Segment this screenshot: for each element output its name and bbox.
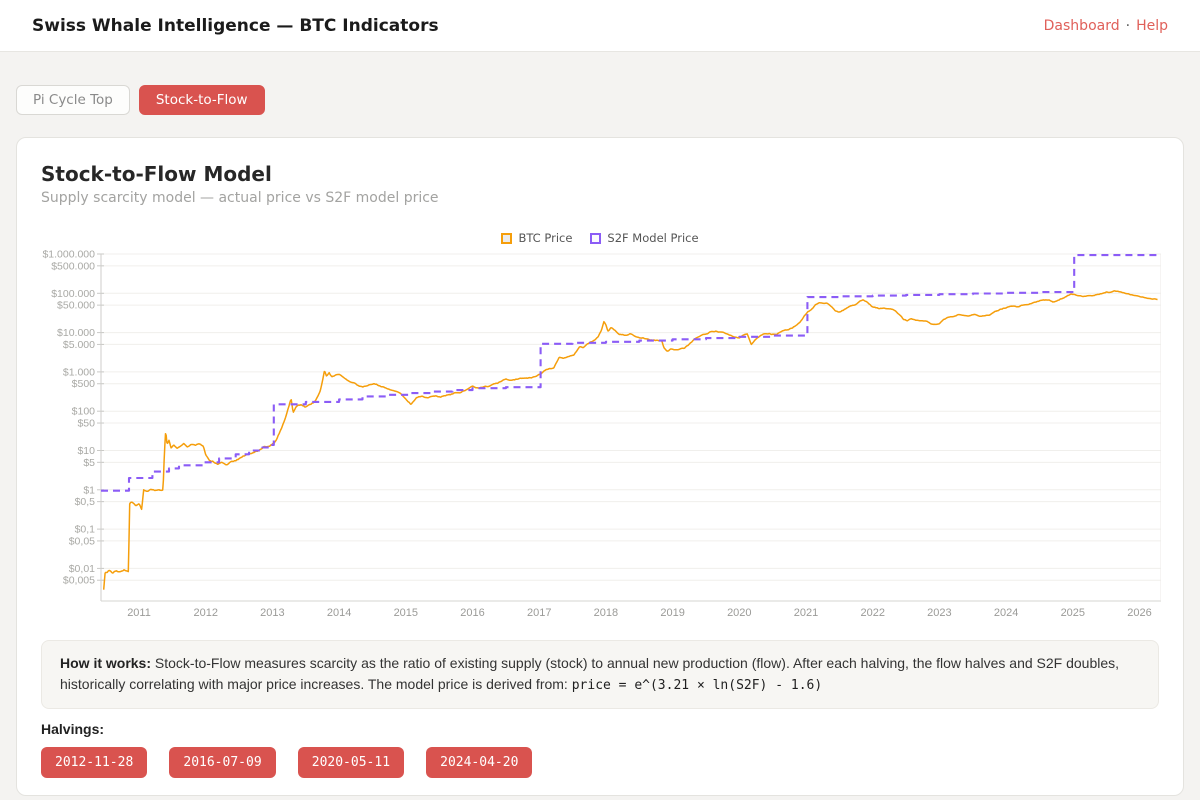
y-tick-label: $1.000 bbox=[63, 366, 95, 378]
x-tick-label: 2020 bbox=[727, 607, 751, 619]
halvings-label: Halvings: bbox=[41, 721, 105, 737]
y-tick-label: $100 bbox=[72, 406, 96, 418]
y-tick-label: $1.000.000 bbox=[42, 249, 95, 261]
y-tick-label: $10.000 bbox=[57, 327, 95, 339]
halving-badge-2016[interactable]: 2016-07-09 bbox=[169, 747, 276, 778]
y-tick-label: $0,005 bbox=[63, 575, 95, 587]
chart-canvas: $1.000.000$500.000 $100.000$50.000 $10.000… bbox=[42, 249, 1161, 619]
nav-separator: · bbox=[1125, 17, 1131, 34]
stock-to-flow-card: Stock-to-Flow Model Supply scarcity mode… bbox=[16, 137, 1184, 796]
y-tick-label: $10 bbox=[77, 445, 95, 457]
x-tick-label: 2018 bbox=[594, 607, 618, 619]
y-tick-label: $50 bbox=[77, 418, 95, 430]
y-tick-label: $50.000 bbox=[57, 300, 95, 312]
x-tick-label: 2019 bbox=[660, 607, 684, 619]
halving-badge-2020[interactable]: 2020-05-11 bbox=[297, 747, 405, 778]
legend-label-btc-price: BTC Price bbox=[518, 231, 573, 245]
legend-item-s2f-model-price[interactable]: S2F Model Price bbox=[590, 231, 699, 245]
x-tick-label: 2025 bbox=[1061, 607, 1085, 619]
y-tick-label: $5.000 bbox=[63, 339, 95, 351]
y-tick-label: $0,5 bbox=[75, 496, 96, 508]
x-tick-label: 2017 bbox=[527, 607, 551, 619]
chart-title: Stock-to-Flow Model bbox=[41, 162, 272, 186]
x-tick-label: 2024 bbox=[994, 607, 1018, 619]
legend-label-s2f-model-price: S2F Model Price bbox=[607, 231, 699, 245]
x-tick-label: 2014 bbox=[327, 607, 351, 619]
x-tick-label: 2012 bbox=[193, 607, 217, 619]
nav-link-dashboard[interactable]: Dashboard bbox=[1043, 17, 1120, 34]
legend-item-btc-price[interactable]: BTC Price bbox=[501, 231, 572, 245]
s2f-model-line bbox=[101, 254, 1160, 492]
x-tick-label: 2022 bbox=[860, 607, 884, 619]
x-tick-label: 2011 bbox=[127, 607, 151, 619]
s2f-chart: BTC Price S2F Model Price $1.000.000 $500… bbox=[41, 228, 1161, 624]
top-nav: Dashboard · Help bbox=[1044, 18, 1168, 34]
y-tick-label: $0,1 bbox=[75, 524, 96, 536]
y-tick-label: $0,01 bbox=[69, 563, 95, 575]
x-tick-label: 2026 bbox=[1127, 607, 1151, 619]
top-bar: Swiss Whale Intelligence — BTC Indicator… bbox=[0, 0, 1200, 52]
y-tick-label: $0,05 bbox=[69, 535, 95, 547]
how-it-works-body: Stock-to-Flow measures scarcity as the r… bbox=[60, 655, 1120, 692]
chart-legend: BTC Price S2F Model Price bbox=[41, 230, 1159, 246]
nav-link-help[interactable]: Help bbox=[1136, 17, 1168, 34]
x-tick-label: 2023 bbox=[927, 607, 951, 619]
y-tick-label: $500 bbox=[72, 378, 96, 390]
s2f-model-swatch-icon bbox=[590, 232, 602, 244]
x-tick-label: 2021 bbox=[794, 607, 818, 619]
btc-price-line bbox=[102, 290, 1158, 590]
s2f-formula: price = e^(3.21 × ln(S2F) - 1.6) bbox=[571, 678, 823, 693]
app-title: Swiss Whale Intelligence — BTC Indicator… bbox=[32, 15, 439, 36]
y-tick-label: $100.000 bbox=[51, 288, 95, 300]
tab-pi-cycle-top[interactable]: Pi Cycle Top bbox=[16, 85, 130, 115]
halvings-badges: 2012-11-28 2016-07-09 2020-05-11 2024-04… bbox=[41, 747, 1159, 778]
halving-badge-2024[interactable]: 2024-04-20 bbox=[426, 747, 533, 778]
x-tick-label: 2013 bbox=[260, 607, 284, 619]
indicator-tabs: Pi Cycle Top Stock-to-Flow bbox=[16, 85, 1200, 115]
how-it-works-box: How it works: Stock-to-Flow measures sca… bbox=[41, 640, 1159, 709]
y-tick-label: $500.000 bbox=[51, 260, 95, 272]
chart-subtitle: Supply scarcity model — actual price vs … bbox=[41, 190, 439, 206]
y-tick-label: $5 bbox=[83, 457, 95, 469]
halving-badge-2012[interactable]: 2012-11-28 bbox=[41, 747, 148, 778]
x-tick-label: 2016 bbox=[460, 607, 484, 619]
how-it-works-lead: How it works: bbox=[60, 655, 152, 671]
y-tick-label: $1 bbox=[83, 484, 95, 496]
btc-price-swatch-icon bbox=[501, 232, 513, 244]
tab-stock-to-flow[interactable]: Stock-to-Flow bbox=[138, 85, 265, 115]
x-tick-label: 2015 bbox=[394, 607, 418, 619]
